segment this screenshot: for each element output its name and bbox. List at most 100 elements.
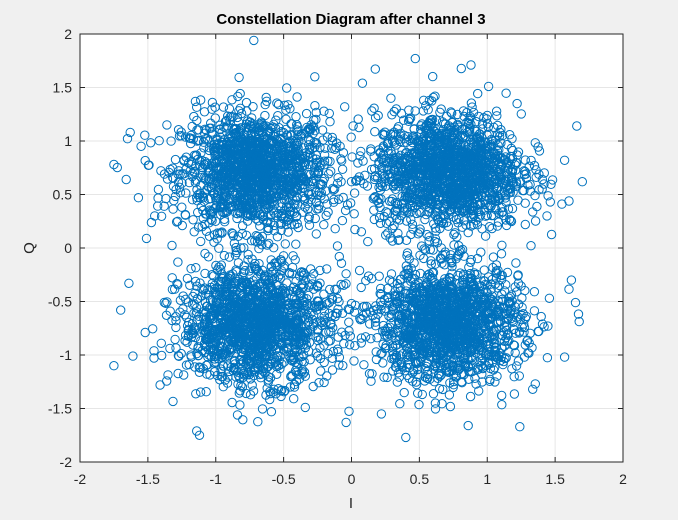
data-point [199, 143, 209, 153]
data-point [273, 315, 284, 326]
data-point [355, 151, 365, 161]
data-point [422, 176, 432, 186]
data-point [505, 153, 515, 164]
data-point [417, 241, 427, 251]
data-point [280, 239, 290, 249]
data-point [192, 294, 203, 304]
data-point [361, 276, 371, 286]
data-point [257, 333, 268, 344]
data-points [109, 35, 587, 443]
data-point [352, 175, 362, 185]
data-point [224, 299, 235, 309]
data-point [356, 146, 366, 157]
data-point [485, 160, 495, 171]
data-point [156, 338, 167, 348]
data-point [203, 329, 213, 339]
data-point [289, 302, 299, 312]
data-point [505, 292, 515, 302]
data-point [379, 130, 390, 140]
data-point [196, 236, 206, 247]
data-point [379, 177, 389, 187]
data-point [401, 147, 412, 158]
data-point [369, 174, 380, 185]
data-point [394, 171, 404, 181]
data-point [271, 154, 281, 165]
data-point [297, 283, 307, 293]
data-point [475, 136, 486, 146]
data-point [220, 375, 230, 385]
data-point [234, 106, 244, 116]
data-point [272, 148, 282, 158]
data-point [495, 189, 505, 200]
data-point [333, 332, 343, 342]
data-point [234, 145, 244, 155]
data-point [290, 365, 301, 376]
data-point [223, 147, 233, 157]
data-point [406, 214, 416, 225]
data-point [485, 151, 495, 161]
data-point [312, 204, 322, 214]
data-point [317, 125, 328, 135]
data-point [378, 157, 389, 167]
data-point [214, 276, 224, 286]
data-point [263, 352, 273, 362]
data-point [492, 120, 503, 131]
data-point [199, 107, 210, 117]
data-point [403, 116, 414, 127]
data-point [423, 187, 433, 197]
data-point [358, 156, 368, 166]
data-point [231, 293, 241, 303]
data-point [501, 88, 511, 98]
data-point [332, 241, 343, 251]
data-point [269, 226, 279, 236]
data-point [465, 257, 476, 267]
data-point [307, 314, 317, 324]
data-point [407, 201, 418, 211]
data-point [264, 238, 274, 249]
data-point [533, 142, 543, 152]
data-point [417, 119, 427, 129]
data-point [262, 96, 272, 107]
data-point [445, 182, 456, 192]
data-point [362, 181, 373, 191]
data-point [404, 373, 414, 383]
data-point [421, 128, 431, 139]
data-point [276, 391, 286, 402]
data-point [419, 95, 429, 106]
data-point [471, 116, 481, 127]
data-point [306, 308, 316, 319]
data-point [253, 417, 263, 427]
data-point [266, 281, 276, 292]
data-point [229, 355, 239, 366]
data-point [319, 220, 329, 230]
data-point [294, 136, 304, 147]
data-point [275, 173, 285, 184]
data-point [255, 221, 265, 231]
data-point [241, 97, 252, 108]
data-point [184, 177, 195, 188]
data-point [309, 174, 319, 184]
data-point [466, 98, 477, 108]
data-point [265, 394, 275, 405]
data-point [454, 165, 465, 176]
data-point [431, 144, 442, 154]
data-point [432, 238, 443, 248]
data-point [526, 155, 536, 166]
data-point [247, 138, 258, 148]
data-point [283, 138, 293, 148]
data-point [195, 363, 205, 373]
data-point [231, 188, 241, 199]
data-point [293, 126, 303, 137]
data-point [520, 155, 530, 165]
data-point [225, 324, 235, 334]
data-point [165, 343, 175, 354]
data-point [494, 145, 504, 155]
data-point [257, 136, 267, 146]
data-point [484, 200, 495, 211]
data-point [255, 279, 266, 289]
data-point [241, 122, 251, 132]
data-point [292, 331, 302, 341]
data-point [153, 201, 163, 211]
data-point [210, 102, 220, 112]
data-point [328, 185, 338, 195]
